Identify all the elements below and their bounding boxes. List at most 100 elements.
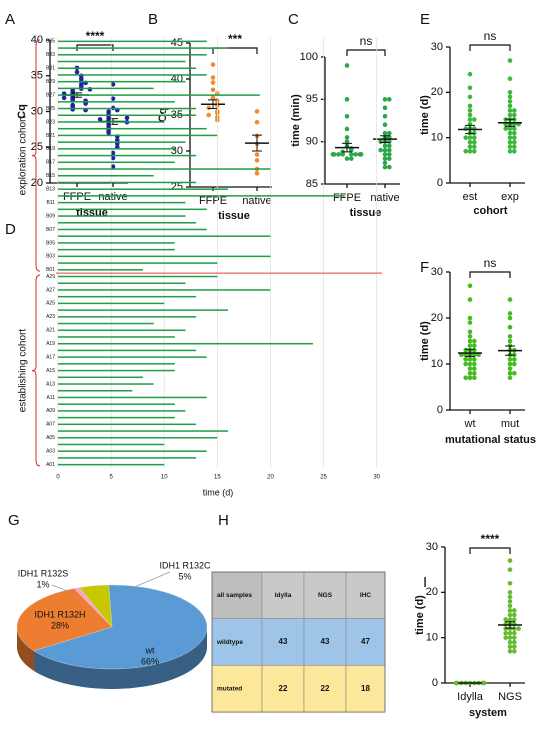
data-point [512, 357, 517, 362]
table-cell [345, 618, 386, 666]
y-tick-label: 10 [426, 632, 438, 644]
data-point [512, 144, 517, 150]
data-point [387, 147, 392, 153]
y-axis-label: time (d) [419, 95, 431, 135]
data-point [467, 148, 473, 154]
y-tick-label: 90 [306, 136, 318, 148]
bar [58, 302, 165, 305]
bar [58, 316, 197, 318]
significance-label: **** [481, 532, 500, 546]
y-tick-label: A13 [46, 381, 55, 387]
data-point [467, 361, 473, 367]
y-tick-label: 35 [31, 70, 43, 82]
y-tick-label: B03 [46, 254, 55, 260]
data-point [382, 97, 388, 102]
data-point [467, 283, 473, 289]
data-point [210, 62, 216, 67]
data-point [378, 147, 384, 153]
bar [58, 295, 197, 298]
table-cell [345, 665, 386, 713]
bar [58, 107, 197, 110]
data-point [472, 347, 477, 353]
pie-label: IDH1 R132H [34, 609, 85, 619]
data-point [507, 590, 513, 595]
bar [58, 47, 228, 49]
y-tick-label: B13 [46, 187, 55, 193]
significance-bracket [346, 49, 386, 56]
data-point [507, 630, 513, 636]
data-point [507, 338, 513, 344]
data-point [512, 635, 517, 640]
bar [58, 289, 271, 291]
data-point [507, 357, 513, 362]
y-tick-label: 85 [306, 178, 318, 190]
y-tick-label: 0 [432, 677, 438, 689]
data-point [507, 567, 513, 572]
error-bar [505, 345, 515, 356]
panel-label: A [5, 11, 15, 28]
data-point [115, 137, 120, 143]
y-tick-label: A23 [46, 314, 55, 320]
table-text: 22 [279, 684, 288, 693]
bar [58, 437, 218, 439]
data-point [507, 130, 513, 136]
data-point [481, 680, 487, 686]
data-point [463, 361, 469, 367]
data-point [358, 152, 364, 157]
data-point [344, 156, 350, 161]
y-tick-label: B11 [46, 200, 55, 206]
table-text: 47 [361, 637, 370, 646]
data-point [467, 144, 473, 150]
y-tick-label: A05 [46, 435, 55, 441]
significance-label: *** [228, 32, 242, 46]
y-tick-label: 30 [431, 41, 443, 53]
table-text: IHC [360, 592, 372, 599]
table-cell [303, 571, 347, 620]
bar [58, 40, 207, 43]
data-point [382, 160, 388, 166]
table-cell [261, 665, 305, 713]
pie-slice [33, 584, 208, 670]
x-axis-label: tissue [218, 210, 250, 222]
data-point [349, 152, 354, 157]
data-point [110, 96, 116, 101]
pie-slice [79, 584, 113, 628]
bar [58, 403, 175, 405]
data-point [512, 644, 517, 650]
y-tick-label: A09 [46, 408, 55, 414]
panel-label: H [218, 512, 229, 529]
bar [58, 275, 218, 278]
y-tick-label: A27 [46, 287, 55, 293]
data-point [507, 612, 513, 618]
data-point [254, 152, 260, 157]
data-point [472, 375, 477, 381]
data-point [387, 139, 392, 144]
data-point [507, 603, 513, 609]
bar [58, 322, 154, 325]
panel-label: E [420, 11, 430, 28]
data-point [507, 108, 513, 113]
data-point [344, 97, 350, 102]
significance-label: ns [484, 29, 497, 43]
y-tick-label: 95 [306, 93, 318, 105]
y-tick-label: B05 [46, 240, 55, 246]
bar [58, 410, 186, 412]
bar [58, 174, 154, 177]
data-point [210, 95, 216, 101]
y-tick-label: B31 [46, 66, 55, 72]
bar [58, 282, 186, 284]
bar [58, 389, 133, 392]
table-text: wildtype [216, 639, 243, 646]
data-point [353, 152, 358, 157]
data-point [507, 90, 513, 95]
x-tick-label: mut [501, 418, 519, 430]
y-tick-label: B19 [46, 146, 55, 152]
significance-label: **** [86, 29, 105, 43]
significance-label: ns [360, 34, 373, 48]
data-point [507, 558, 513, 563]
data-point [467, 85, 473, 91]
data-point [472, 148, 477, 154]
bar [58, 201, 186, 204]
data-point [463, 375, 469, 381]
